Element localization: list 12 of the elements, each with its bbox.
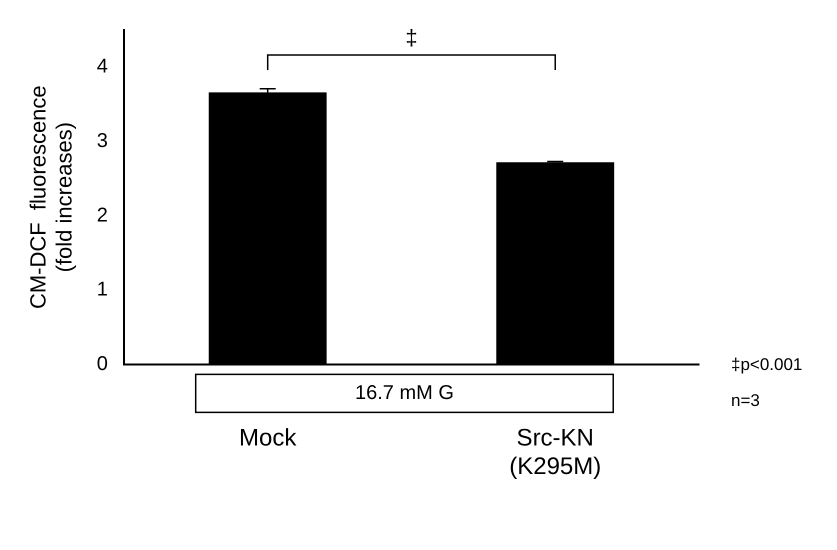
- x-tick-label: Mock: [239, 424, 298, 452]
- y-tick-label: 2: [96, 204, 108, 226]
- annotation: ‡: [405, 25, 418, 50]
- y-axis-title: CM-DCF fluorescence (fold increases): [25, 85, 77, 310]
- y-tick-label: 3: [96, 130, 108, 152]
- text: ‡p<0.001: [731, 355, 802, 374]
- y-tick-label: 0: [96, 352, 108, 375]
- text: 16.7 mM G: [355, 382, 454, 404]
- y-tick-label: 4: [96, 56, 108, 78]
- x-tick-label: Src-KN (K295M): [509, 424, 602, 480]
- y-tick-label: 1: [96, 278, 108, 301]
- text: n=3: [731, 391, 760, 410]
